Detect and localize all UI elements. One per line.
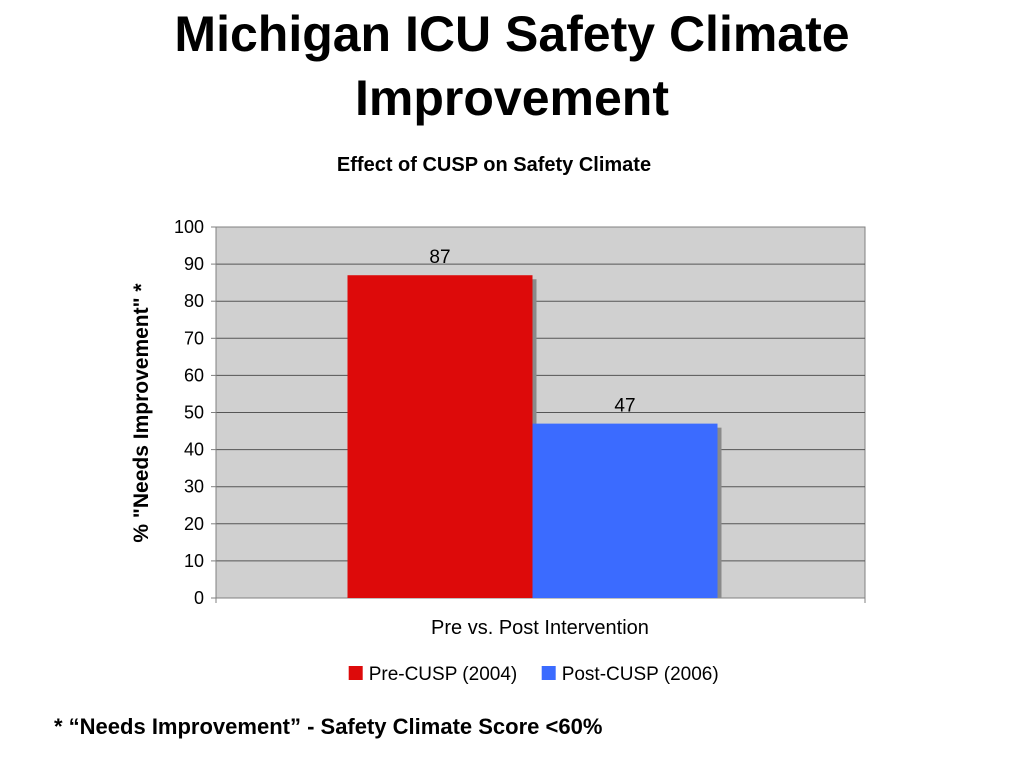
bar <box>347 275 533 598</box>
y-tick-label: 70 <box>184 328 204 348</box>
y-tick-label: 100 <box>174 217 204 237</box>
legend-swatch <box>348 666 363 680</box>
y-tick-label: 30 <box>184 477 204 497</box>
legend: Pre-CUSP (2004) Post-CUSP (2006) <box>348 664 719 685</box>
y-tick-label: 80 <box>184 291 204 311</box>
slide-title-line-1: Michigan ICU Safety Climate <box>174 6 850 62</box>
legend-label: Post-CUSP (2006) <box>562 664 719 685</box>
y-tick-label: 90 <box>184 254 204 274</box>
chart-title: Effect of CUSP on Safety Climate <box>337 154 651 176</box>
bar <box>532 423 718 598</box>
slide-title-line-2: Improvement <box>355 70 669 126</box>
legend-swatch <box>541 666 556 680</box>
y-axis-label: % "Needs Improvement" * <box>130 283 153 543</box>
bars: 87 47 <box>347 247 722 598</box>
y-tick-label: 60 <box>184 365 204 385</box>
y-axis: 0 10 20 30 40 50 60 70 80 90 100 <box>174 217 866 608</box>
y-tick-label: 0 <box>194 588 204 608</box>
bar-value-label: 47 <box>614 396 635 417</box>
legend-label: Pre-CUSP (2004) <box>369 664 518 685</box>
y-tick-label: 40 <box>184 440 204 460</box>
bar-value-label: 87 <box>429 247 450 268</box>
y-tick-label: 50 <box>184 403 204 423</box>
footnote: * “Needs Improvement” - Safety Climate S… <box>54 714 603 739</box>
slide-title: Michigan ICU Safety Climate Improvement <box>0 2 1024 130</box>
x-axis-label: Pre vs. Post Intervention <box>431 617 649 639</box>
y-tick-label: 10 <box>184 551 204 571</box>
y-tick-label: 20 <box>184 514 204 534</box>
